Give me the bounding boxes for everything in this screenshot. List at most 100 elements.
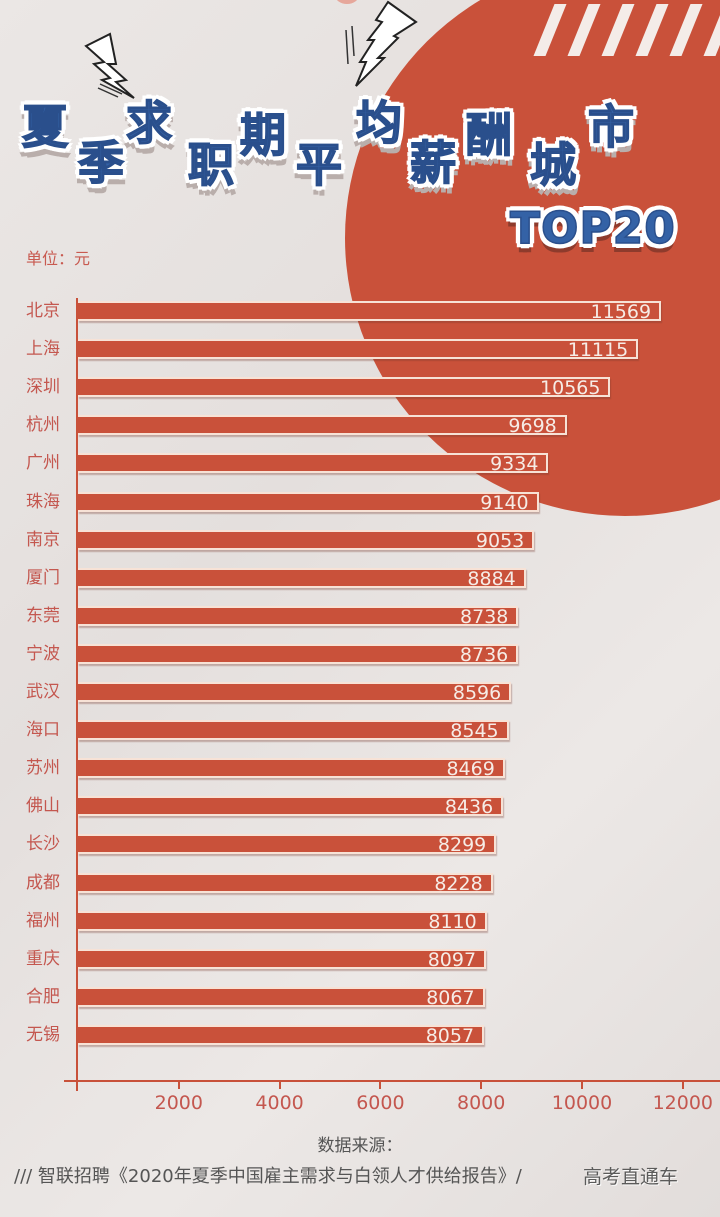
title-char: 夏 [21,100,69,154]
x-tick [581,1080,583,1089]
bar: 8110 [78,910,487,933]
city-label: 合肥 [26,986,60,1007]
bar-value-label: 8110 [428,910,477,933]
title-char: 季 [77,136,125,190]
source-prefix: /// [14,1166,38,1187]
x-axis [64,1080,720,1082]
bar-row: 福州 8110 [0,909,720,933]
lightning-bolt-icon [84,32,135,99]
bar-value-label: 8596 [452,682,502,704]
bar-row: 上海 11115 [0,337,720,361]
bar-value-label: 11569 [590,301,652,323]
bar: 8097 [78,948,487,971]
city-label: 杭州 [26,415,60,436]
y-axis [76,298,78,1091]
bar-row: 厦门 8884 [0,566,720,590]
source-text: /// 智联招聘《2020年夏季中国雇主需求与白领人才供给报告》/ [14,1162,522,1188]
title-char: 均 [355,96,403,150]
x-tick-label: 12000 [652,1092,714,1114]
city-label: 北京 [26,301,60,321]
city-label: 成都 [26,872,60,893]
bar-row: 南京 9053 [0,528,720,552]
city-label: 深圳 [26,377,60,398]
bar-row: 无锡 8057 [0,1023,720,1047]
bar: 11569 [78,301,662,323]
x-tick [177,1080,180,1089]
city-label: 重庆 [26,948,60,969]
city-label: 海口 [26,720,60,741]
source-suffix: / [515,1166,522,1187]
x-tick [480,1080,483,1089]
city-label: 佛山 [26,796,60,817]
city-label: 苏州 [26,758,60,779]
unit-label: 单位：元 [26,249,91,268]
bar-value-label: 8067 [426,986,475,1009]
city-label: 南京 [26,529,60,550]
bar-value-label: 9053 [475,529,525,552]
bar-row: 佛山 8436 [0,794,720,818]
bar-row: 杭州 9698 [0,413,720,437]
bar: 8596 [78,682,512,704]
title-char: 酬 [465,108,513,162]
x-tick-label: 10000 [551,1092,613,1114]
bar: 8436 [78,796,504,819]
bar-row: 武汉 8596 [0,680,720,704]
source-label: 数据来源： [317,1136,403,1156]
x-tick-label: 6000 [356,1092,405,1114]
title-top20: TOP20 [509,203,676,254]
bar-row: 成都 8228 [0,871,720,895]
bar-value-label: 8436 [444,796,494,819]
bar-row: 深圳 10565 [0,375,720,399]
city-label: 珠海 [26,491,60,512]
title-char: 求 [125,96,173,150]
bar: 11115 [78,339,639,362]
bar-row: 东莞 8738 [0,604,720,628]
title-char: 职 [187,138,235,192]
lightning-bolt-icon [345,0,418,87]
bar-row: 北京 11569 [0,299,720,323]
city-label: 东莞 [26,605,60,626]
bar-row: 长沙 8299 [0,832,720,856]
city-label: 广州 [26,453,60,474]
bar-value-label: 8469 [446,758,495,781]
bar-value-label: 8228 [434,872,483,895]
title-char: 期 [239,108,287,162]
bar-row: 珠海 9140 [0,490,720,514]
bar: 9334 [78,453,549,476]
watermark: 高考直通车 [583,1166,679,1188]
bar-value-label: 8057 [425,1024,475,1047]
city-label: 无锡 [26,1024,60,1045]
bar: 8228 [78,872,493,895]
bar-value-label: 8738 [460,605,509,628]
decorative-small-circle [335,0,359,4]
title-char: 薪 [409,136,457,190]
bar-value-label: 8884 [467,567,516,590]
bar-value-label: 8299 [437,834,487,857]
bar: 10565 [78,377,611,400]
title-char: 平 [295,138,343,192]
x-tick-label: 8000 [457,1092,506,1114]
bar: 9053 [78,529,535,552]
bar: 8884 [78,567,526,590]
bar-value-label: 11115 [567,339,629,362]
bar: 8469 [78,758,505,781]
source-report: 智联招聘《2020年夏季中国雇主需求与白领人才供给报告》 [37,1166,516,1187]
x-tick [681,1080,684,1089]
bar: 8736 [78,643,519,666]
bar: 8299 [78,834,497,857]
city-label: 宁波 [26,643,60,664]
bar-row: 宁波 8736 [0,642,720,666]
bar-row: 广州 9334 [0,451,720,475]
bar: 8738 [78,605,519,628]
city-label: 长沙 [26,834,60,855]
bar-row: 合肥 8067 [0,985,720,1009]
bar-row: 苏州 8469 [0,756,720,780]
x-tick-label: 2000 [154,1092,203,1114]
city-label: 武汉 [26,682,60,702]
bar: 8057 [78,1024,485,1047]
bar-value-label: 10565 [540,377,601,400]
bar-value-label: 9334 [490,453,539,476]
bar-row: 海口 8545 [0,718,720,742]
bar-row: 重庆 8097 [0,947,720,971]
